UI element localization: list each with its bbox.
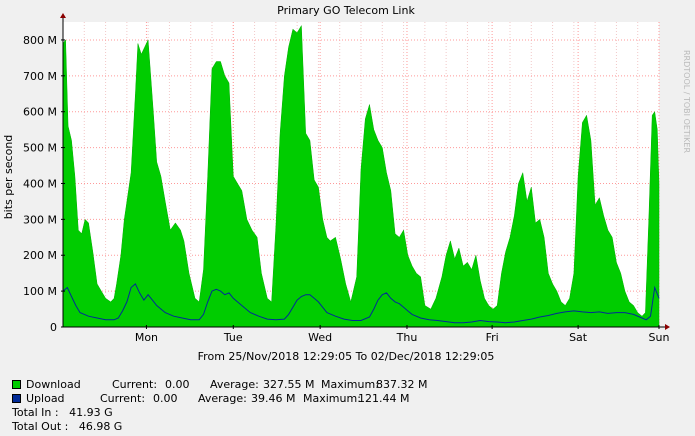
total-in: Total In : 41.93 G bbox=[12, 406, 113, 419]
download-current-value: 0.00 bbox=[165, 378, 190, 391]
upload-current-value: 0.00 bbox=[153, 392, 178, 405]
y-tick-label: 0 bbox=[50, 321, 57, 334]
download-area bbox=[62, 24, 660, 328]
x-tick-label: Sun bbox=[649, 331, 670, 344]
upload-current-label: Current: bbox=[100, 392, 146, 405]
download-maximum-label: Maximum: bbox=[321, 378, 379, 391]
y-tick-label: 300 M bbox=[23, 213, 57, 226]
total-out: Total Out : 46.98 G bbox=[12, 420, 123, 433]
axes bbox=[60, 13, 670, 330]
rrdtool-watermark: RRDTOOL / TOBI OETIKER bbox=[682, 50, 691, 153]
legend-row-download: Download Current: 0.00 Average: 327.55 M… bbox=[12, 378, 427, 392]
traffic-chart: Primary GO Telecom Link bits per second … bbox=[2, 4, 691, 363]
x-axis-arrow bbox=[665, 324, 670, 330]
y-tick-label: 100 M bbox=[23, 285, 57, 298]
download-average-value: 327.55 M bbox=[263, 378, 315, 391]
y-tick-label: 200 M bbox=[23, 249, 57, 262]
upload-maximum-value: 121.44 M bbox=[358, 392, 410, 405]
y-tick-label: 500 M bbox=[23, 142, 57, 155]
download-legend-name: Download bbox=[26, 378, 81, 391]
x-tick-label: Tue bbox=[223, 331, 243, 344]
y-tick-label: 400 M bbox=[23, 177, 57, 190]
x-tick-labels: Mon Tue Wed Thu Fri Sat Sun bbox=[135, 325, 670, 344]
x-tick-label: Fri bbox=[486, 331, 499, 344]
plot-series bbox=[62, 24, 660, 328]
upload-legend-name: Upload bbox=[26, 392, 65, 405]
download-maximum-value: 837.32 M bbox=[376, 378, 428, 391]
upload-average-label: Average: bbox=[198, 392, 247, 405]
download-swatch bbox=[12, 380, 21, 389]
y-axis-arrow bbox=[60, 13, 66, 18]
chart-title: Primary GO Telecom Link bbox=[277, 4, 415, 17]
x-tick-label: Sat bbox=[569, 331, 588, 344]
upload-line bbox=[62, 283, 660, 324]
y-tick-label: 800 M bbox=[23, 34, 57, 47]
y-tick-label: 600 M bbox=[23, 106, 57, 119]
download-current-label: Current: bbox=[112, 378, 158, 391]
upload-maximum-label: Maximum: bbox=[303, 392, 361, 405]
legend-row-upload: Upload Current: 0.00 Average: 39.46 M Ma… bbox=[12, 392, 409, 406]
x-tick-label: Mon bbox=[135, 331, 158, 344]
y-tick-labels: 0 100 M 200 M 300 M 400 M 500 M 600 M 700 M 800 … bbox=[23, 34, 65, 334]
y-tick-label: 700 M bbox=[23, 70, 57, 83]
download-average-label: Average: bbox=[210, 378, 259, 391]
x-tick-label: Thu bbox=[396, 331, 418, 344]
x-tick-label: Wed bbox=[308, 331, 332, 344]
upload-average-value: 39.46 M bbox=[251, 392, 296, 405]
upload-swatch bbox=[12, 394, 21, 403]
y-axis-label: bits per second bbox=[2, 135, 15, 220]
legend: Download Current: 0.00 Average: 327.55 M… bbox=[12, 378, 427, 434]
x-axis-label: From 25/Nov/2018 12:29:05 To 02/Dec/2018… bbox=[198, 350, 495, 363]
